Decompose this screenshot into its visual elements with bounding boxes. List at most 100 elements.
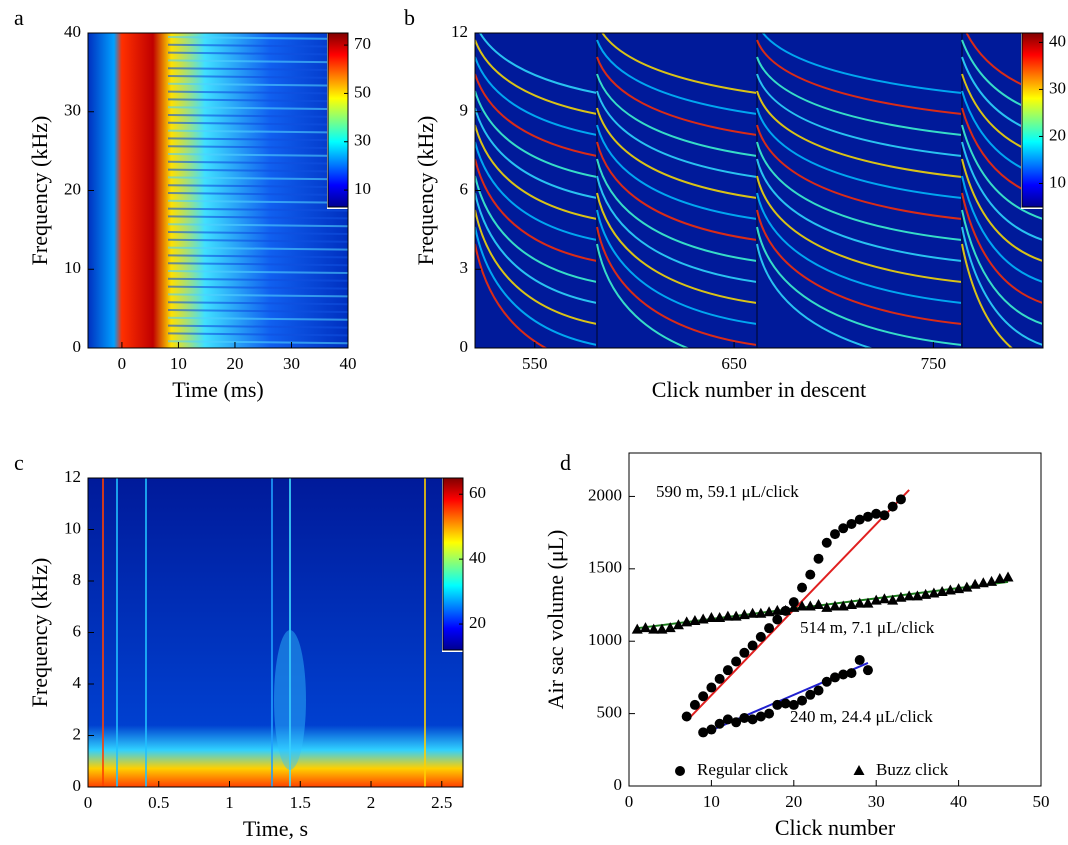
y-tick-label: 6: [460, 179, 469, 198]
point: [764, 623, 775, 634]
point: [838, 523, 849, 534]
axes-frame: [87, 477, 464, 788]
spectrogram-trace: [961, 141, 1043, 241]
spectrogram-streak: [167, 98, 348, 103]
spectrogram-trace: [756, 90, 963, 178]
point: [837, 600, 849, 611]
point: [977, 577, 989, 588]
colorbar-tick-label: 20: [1049, 125, 1066, 144]
y-axis-label: Frequency (kHz): [27, 116, 52, 266]
x-tick-label: 30: [283, 354, 300, 373]
spectrogram-streak: [167, 168, 348, 173]
point: [689, 614, 701, 625]
point: [631, 623, 643, 634]
point: [969, 578, 981, 589]
legend-label: Regular click: [697, 760, 789, 779]
point: [664, 622, 676, 633]
x-tick-label: 650: [721, 354, 747, 373]
spectrogram-trace: [596, 90, 758, 178]
point: [722, 610, 734, 621]
spectrogram-trace: [475, 209, 598, 325]
fit-annotation: 590 m, 59.1 μL/click: [656, 482, 799, 501]
spectrogram-streak: [167, 82, 348, 87]
spectrogram-streak: [167, 121, 348, 126]
colorbar-tick-label: 30: [354, 131, 371, 150]
spectrogram-trace: [756, 243, 874, 348]
spectrogram-trace: [475, 192, 598, 304]
spectrogram-trace: [596, 158, 758, 262]
spectrogram-streak: [167, 246, 348, 251]
point: [722, 665, 733, 676]
plot-area: [88, 478, 463, 787]
point: [887, 594, 899, 605]
spectrogram-trace: [756, 124, 963, 220]
point: [797, 695, 808, 706]
spectrogram-image: [88, 33, 348, 348]
point: [772, 699, 783, 710]
spectrogram-streak: [167, 199, 348, 204]
point: [895, 591, 907, 602]
y-tick-label: 1000: [588, 630, 622, 649]
spectrogram-streak: [167, 153, 348, 157]
x-tick-label: 50: [1033, 792, 1050, 811]
point: [738, 609, 750, 620]
point: [796, 600, 808, 611]
spectrogram-streak: [167, 184, 348, 189]
plot-area: [475, 33, 1043, 348]
point: [763, 606, 775, 617]
spectrogram-streak: [167, 75, 348, 79]
spectrogram-trace: [475, 226, 598, 346]
spectrogram-trace: [596, 243, 691, 348]
point: [953, 583, 965, 594]
point: [672, 619, 684, 630]
spectrogram-trace: [475, 107, 598, 199]
spectrogram-trace: [596, 56, 758, 136]
spectrogram-trace: [475, 243, 548, 348]
spectrogram-trace: [475, 124, 598, 220]
spectrogram-trace: [756, 56, 963, 136]
y-axis-label: Frequency (kHz): [27, 558, 52, 708]
point: [854, 655, 865, 666]
spectrogram-trace: [596, 175, 758, 283]
x-axis-label: Click number in descent: [652, 377, 866, 402]
point: [936, 585, 948, 596]
spectrogram-streak: [167, 262, 348, 267]
point: [706, 682, 717, 693]
point: [797, 582, 808, 593]
point: [689, 699, 700, 710]
y-tick-label: 12: [64, 467, 81, 486]
spectrogram-trace: [596, 124, 758, 220]
fit-line: [685, 489, 910, 722]
spectrogram-trace: [961, 226, 1043, 346]
y-tick-label: 12: [451, 22, 468, 41]
panel-letter: b: [404, 5, 415, 30]
point: [821, 537, 832, 548]
point: [731, 656, 742, 667]
y-tick-label: 2: [73, 724, 82, 743]
spectrogram-streak: [167, 223, 348, 228]
spectrogram-blob: [274, 630, 306, 770]
point: [862, 511, 873, 522]
colorbar-tick-label: 10: [354, 179, 371, 198]
spectrogram-trace: [478, 33, 598, 94]
x-tick-label: 40: [340, 354, 357, 373]
x-tick-label: 750: [921, 354, 947, 373]
point: [780, 604, 792, 615]
point: [920, 588, 932, 599]
spectrogram-trace: [961, 192, 1043, 304]
point: [870, 594, 882, 605]
spectrogram-trace: [961, 175, 1043, 283]
point: [714, 673, 725, 684]
panel-letter: a: [14, 5, 24, 30]
spectrogram-trace: [596, 141, 758, 241]
colorbar-tick-label: 20: [469, 613, 486, 632]
spectrogram-streak: [167, 332, 348, 337]
point: [821, 601, 833, 612]
y-tick-label: 1500: [588, 558, 622, 577]
spectrogram-trace: [596, 39, 758, 115]
colorbar: [327, 32, 349, 208]
point: [755, 631, 766, 642]
x-tick-label: 30: [868, 792, 885, 811]
spectrogram-streak: [167, 301, 348, 306]
y-tick-label: 10: [64, 258, 81, 277]
